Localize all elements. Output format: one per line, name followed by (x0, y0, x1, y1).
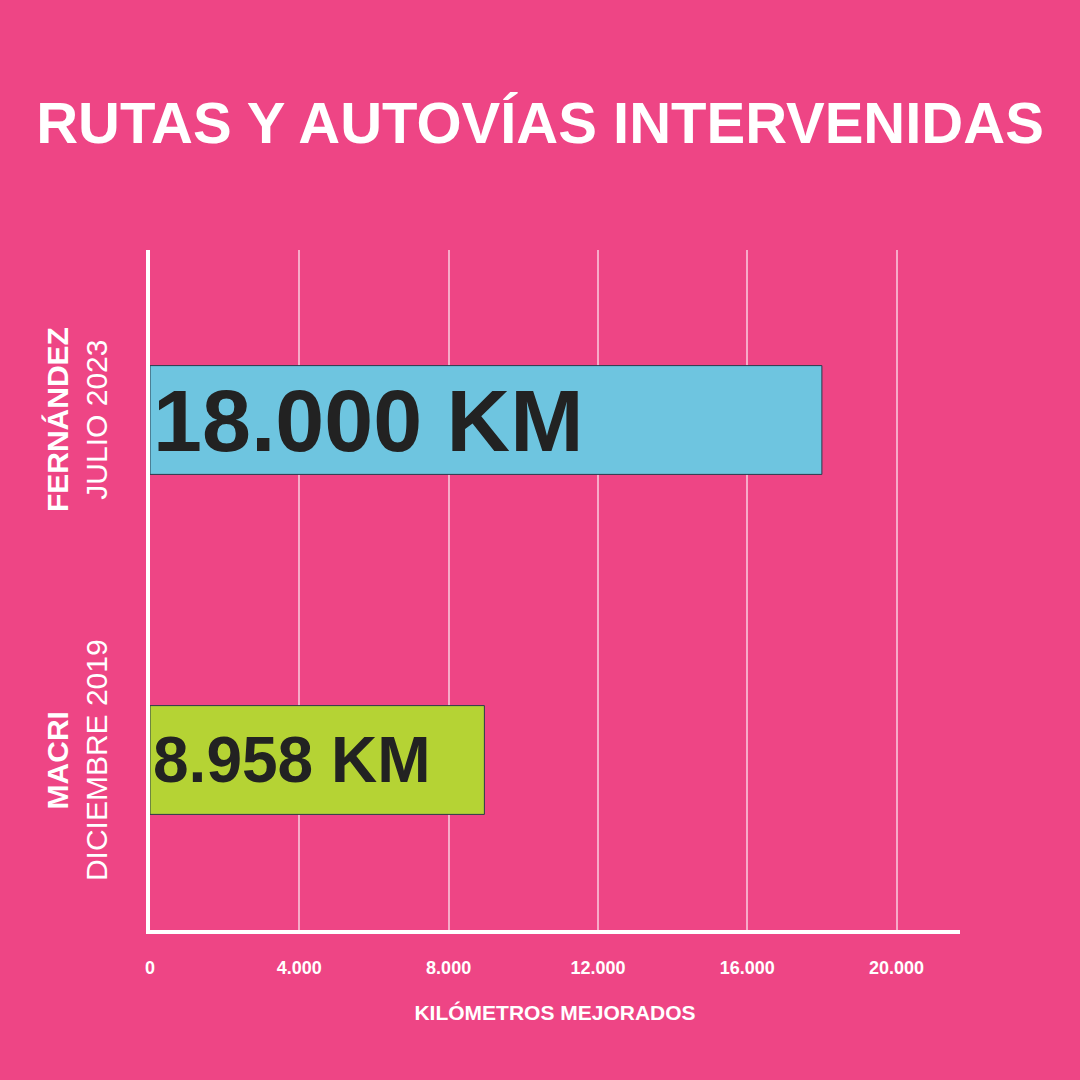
svg-text:4.000: 4.000 (277, 958, 322, 978)
svg-text:18.000 KM: 18.000 KM (153, 371, 583, 470)
svg-text:8.000: 8.000 (426, 958, 471, 978)
svg-text:16.000: 16.000 (720, 958, 775, 978)
svg-text:KILÓMETROS MEJORADOS: KILÓMETROS MEJORADOS (414, 1001, 695, 1024)
svg-text:RUTAS Y AUTOVÍAS INTERVENIDAS: RUTAS Y AUTOVÍAS INTERVENIDAS (36, 90, 1044, 155)
svg-text:12.000: 12.000 (570, 958, 625, 978)
svg-text:MACRIDICIEMBRE 2019: MACRIDICIEMBRE 2019 (41, 639, 113, 881)
svg-text:0: 0 (145, 958, 155, 978)
svg-text:FERNÁNDEZJULIO 2023: FERNÁNDEZJULIO 2023 (41, 327, 113, 512)
svg-text:8.958 KM: 8.958 KM (153, 724, 430, 796)
svg-text:20.000: 20.000 (869, 958, 924, 978)
